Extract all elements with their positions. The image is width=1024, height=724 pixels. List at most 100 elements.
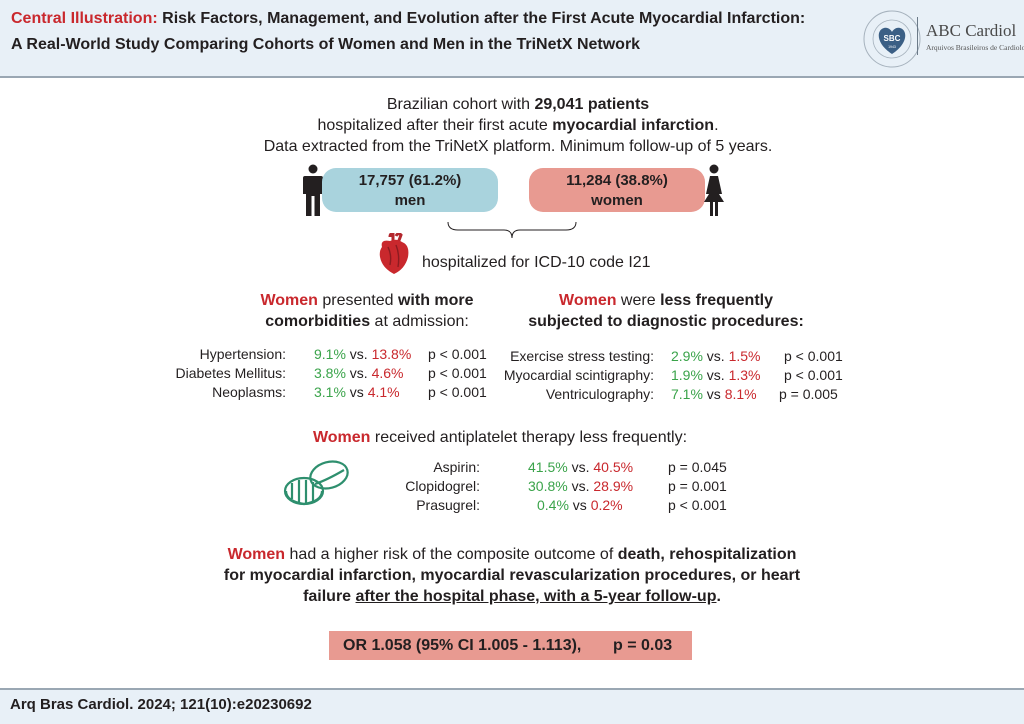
heading-bold-text: for myocardial infarction, myocardial re… xyxy=(223,567,801,584)
title-line-2: A Real-World Study Comparing Cohorts of … xyxy=(11,36,641,53)
men-cohort-pill: 17,757 (61.2%) men xyxy=(322,168,498,212)
heading-bold-text: death, rehospitalization xyxy=(617,546,797,563)
row-label: Neoplasms: xyxy=(212,384,286,400)
title-text-1: Risk Factors, Management, and Evolution … xyxy=(162,10,806,27)
women-value: 41.5% xyxy=(528,459,568,475)
svg-text:SBC: SBC xyxy=(884,34,901,43)
heading-text: presented xyxy=(317,292,398,309)
row-comparison: 3.8% vs. 4.6% xyxy=(314,364,404,383)
row-comparison: 30.8% vs. 28.9% xyxy=(528,477,633,496)
antiplatelet-heading: Women received antiplatelet therapy less… xyxy=(300,427,700,448)
journal-brand: ABC Cardiol xyxy=(926,21,1017,40)
vs-text: vs. xyxy=(567,478,594,494)
women-value: 2.9% xyxy=(671,348,703,364)
women-highlight: Women xyxy=(260,292,318,309)
row-label: Exercise stress testing: xyxy=(510,348,654,364)
heading-text: received antiplatelet therapy less frequ… xyxy=(370,429,688,446)
heading-bold-text: comorbidities xyxy=(265,313,371,330)
vs-text: vs. xyxy=(567,459,594,475)
men-value: 1.5% xyxy=(728,348,761,364)
p-value: p < 0.001 xyxy=(428,346,487,362)
title-line-1: Central Illustration: Risk Factors, Mana… xyxy=(11,10,805,28)
vs-text: vs. xyxy=(702,367,729,383)
women-highlight: Women xyxy=(227,546,286,563)
vs-text: vs xyxy=(345,384,368,400)
vs-text: vs xyxy=(568,497,591,513)
row-label: Prasugrel: xyxy=(416,497,480,513)
women-label: women xyxy=(591,192,643,209)
vs-text: vs. xyxy=(702,348,729,364)
women-highlight: Women xyxy=(312,429,371,446)
women-value: 3.8% xyxy=(314,365,346,381)
footer: Arq Bras Cardiol. 2024; 121(10):e2023069… xyxy=(0,688,1024,724)
heading-text: had a higher risk of the composite outco… xyxy=(285,546,618,563)
heart-icon xyxy=(379,233,409,274)
brace-icon xyxy=(447,221,577,239)
row-label: Hypertension: xyxy=(199,346,286,362)
men-label: men xyxy=(394,192,426,209)
intro-text: Brazilian cohort with xyxy=(386,96,535,113)
cohort-intro: Brazilian cohort with 29,041 patients ho… xyxy=(250,94,786,157)
row-label: Diabetes Mellitus: xyxy=(175,365,287,381)
odds-ratio-p-value: p = 0.03 xyxy=(613,637,673,654)
p-value: p = 0.045 xyxy=(668,459,727,475)
women-cohort-pill: 11,284 (38.8%) women xyxy=(529,168,705,212)
intro-text: hospitalized after their first acute xyxy=(317,117,553,134)
vs-text: vs xyxy=(702,386,725,402)
comorbidities-heading: Women presented with more comorbidities … xyxy=(247,290,487,332)
p-value: p = 0.005 xyxy=(779,386,838,402)
heading-bold-text: with more xyxy=(397,292,474,309)
p-value: p < 0.001 xyxy=(784,348,843,364)
heading-bold-text: subjected to diagnostic procedures: xyxy=(528,313,804,330)
p-value: p < 0.001 xyxy=(428,365,487,381)
underlined-text: after the hospital phase, with a 5-year … xyxy=(355,588,717,605)
women-value: 30.8% xyxy=(528,478,568,494)
svg-text:1943: 1943 xyxy=(888,45,896,49)
row-label: Ventriculography: xyxy=(545,386,654,402)
citation: Arq Bras Cardiol. 2024; 121(10):e2023069… xyxy=(10,696,312,713)
women-count: 11,284 (38.8%) xyxy=(566,172,668,189)
odds-ratio-box: OR 1.058 (95% CI 1.005 - 1.113), p = 0.0… xyxy=(329,631,692,660)
header: Central Illustration: Risk Factors, Mana… xyxy=(0,0,1024,78)
heading-text: at admission: xyxy=(370,313,469,330)
men-value: 4.1% xyxy=(367,384,400,400)
diagnostics-heading: Women were less frequently subjected to … xyxy=(518,290,814,332)
row-label: Aspirin: xyxy=(433,459,480,475)
central-illustration-label: Central Illustration: xyxy=(11,10,158,27)
p-value: p < 0.001 xyxy=(428,384,487,400)
pills-icon xyxy=(283,460,349,506)
men-value: 28.9% xyxy=(593,478,634,494)
row-label: Clopidogrel: xyxy=(405,478,480,494)
men-value: 4.6% xyxy=(371,365,404,381)
man-icon xyxy=(303,164,323,216)
men-value: 40.5% xyxy=(593,459,634,475)
women-value: 0.4% xyxy=(537,497,569,513)
p-value: p < 0.001 xyxy=(668,497,727,513)
row-comparison: 9.1% vs. 13.8% xyxy=(314,345,411,364)
logo-divider xyxy=(917,17,918,55)
heading-bold-text: failure xyxy=(303,588,356,605)
sbc-logo-icon: SBC 1943 xyxy=(863,10,921,68)
p-value: p = 0.001 xyxy=(668,478,727,494)
heading-bold-text: less frequently xyxy=(660,292,773,309)
outcome-statement: Women had a higher risk of the composite… xyxy=(180,544,844,607)
vs-text: vs. xyxy=(345,365,372,381)
men-value: 1.3% xyxy=(728,367,761,383)
row-comparison: 2.9% vs. 1.5% xyxy=(671,347,761,366)
journal-subtitle: Arquivos Brasileiros de Cardiologia xyxy=(926,43,1024,52)
vs-text: vs. xyxy=(345,346,372,362)
women-value: 7.1% xyxy=(671,386,703,402)
row-comparison: 0.4% vs 0.2% xyxy=(537,496,623,515)
woman-icon xyxy=(704,164,724,216)
men-value: 13.8% xyxy=(371,346,412,362)
women-value: 3.1% xyxy=(314,384,346,400)
row-label: Myocardial scintigraphy: xyxy=(503,367,654,383)
women-value: 9.1% xyxy=(314,346,346,362)
patients-count: 29,041 patients xyxy=(534,96,650,113)
heading-bold-text: . xyxy=(716,588,721,605)
women-value: 1.9% xyxy=(671,367,703,383)
mi-term: myocardial infarction xyxy=(552,117,715,134)
intro-text: . xyxy=(714,117,719,134)
row-comparison: 3.1% vs 4.1% xyxy=(314,383,400,402)
icd-code-text: hospitalized for ICD-10 code I21 xyxy=(422,254,651,271)
